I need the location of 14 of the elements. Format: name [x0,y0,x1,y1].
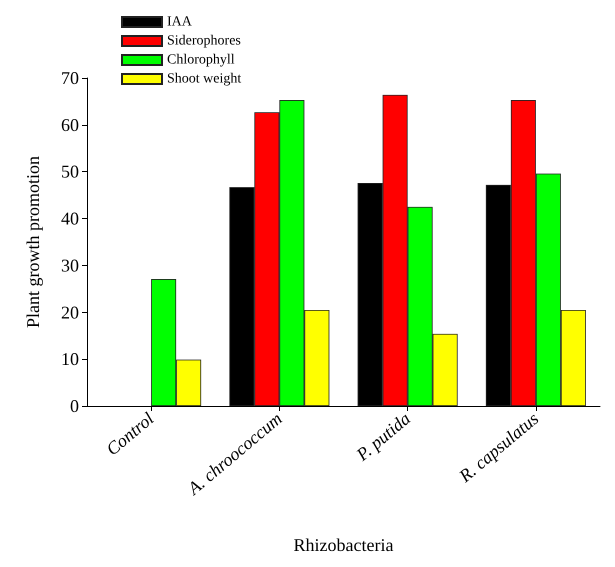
y-tick-label: 0 [70,396,79,416]
y-tick-label: 60 [61,114,79,135]
y-axis-title: Plant growth promotion [23,156,43,328]
legend-label: Chlorophyll [167,52,235,68]
legend-label: IAA [167,14,193,30]
x-axis-title: Rhizobacteria [294,535,394,555]
legend-label: Siderophores [167,34,241,48]
y-tick-label: 40 [61,208,79,229]
y-tick-label: 10 [61,349,79,370]
y-tick-label: 20 [61,302,79,322]
y-tick-label: 30 [61,255,79,276]
legend-label: Shoot weight [167,72,242,86]
y-tick-label: 50 [61,162,79,182]
y-tick-label: 70 [61,68,79,88]
